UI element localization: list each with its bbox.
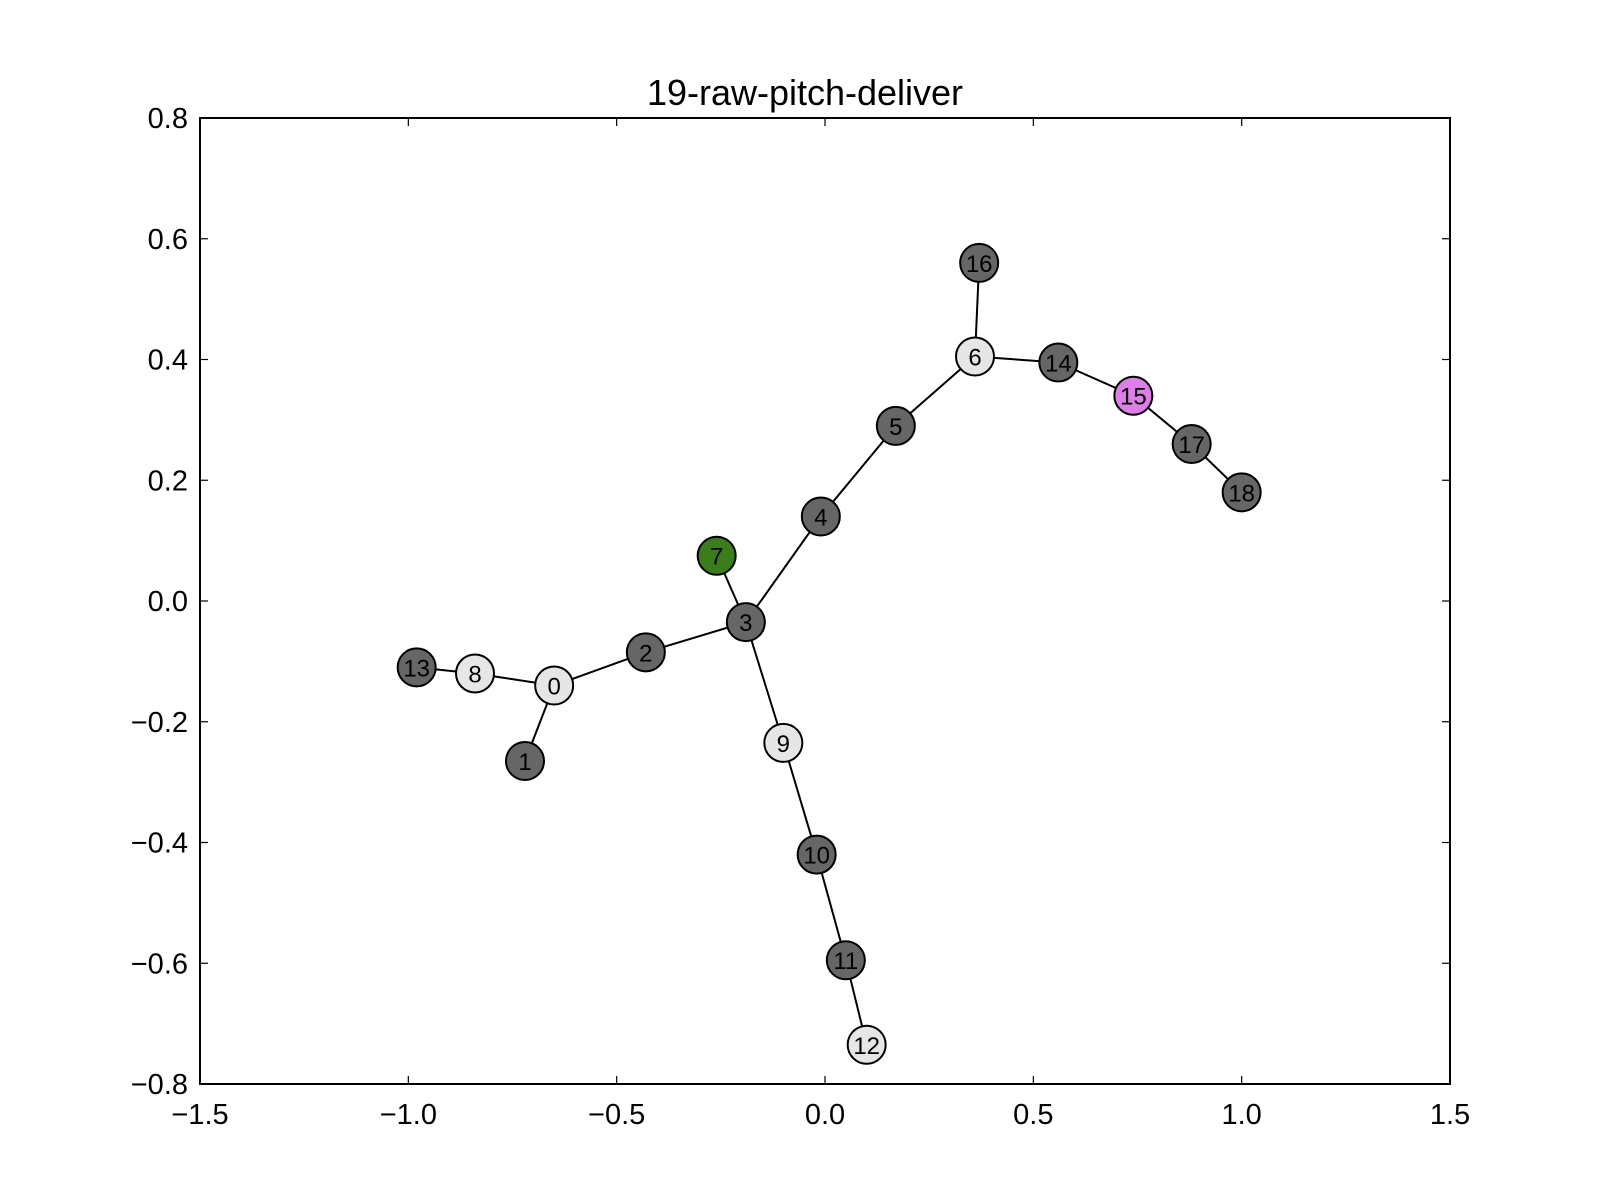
x-axis: −1.5 −1.0 −0.5 0.0 0.5 1.0 1.5 xyxy=(171,118,1470,1131)
node-6: 6 xyxy=(955,336,995,377)
node-15: 15 xyxy=(1113,375,1154,416)
edges-layer xyxy=(416,262,1243,1045)
node-circle xyxy=(396,647,437,688)
y-tick-label: 0.2 xyxy=(148,465,188,497)
node-label: 18 xyxy=(1228,480,1255,507)
x-tick-label: 1.0 xyxy=(1222,1099,1262,1131)
y-tick-label: 0.8 xyxy=(148,103,188,135)
node-2: 2 xyxy=(625,632,666,673)
node-label: 2 xyxy=(639,640,652,667)
node-circle xyxy=(455,653,495,694)
node-13: 13 xyxy=(396,647,437,688)
y-tick-label: −0.4 xyxy=(131,828,188,860)
y-tick-label: −0.6 xyxy=(131,948,188,980)
node-circle xyxy=(534,665,575,706)
node-label: 14 xyxy=(1045,351,1072,378)
node-0: 0 xyxy=(534,665,575,706)
node-8: 8 xyxy=(455,653,495,694)
node-circle xyxy=(959,242,1000,283)
node-12: 12 xyxy=(846,1024,887,1065)
plot-frame xyxy=(199,117,1451,1085)
node-label: 0 xyxy=(547,674,560,701)
node-circle xyxy=(955,336,995,377)
node-label: 12 xyxy=(853,1033,880,1060)
node-4: 4 xyxy=(800,496,841,537)
node-circle xyxy=(796,834,837,875)
node-1: 1 xyxy=(505,740,545,781)
node-circle xyxy=(505,740,545,781)
node-label: 10 xyxy=(803,843,830,870)
node-circle xyxy=(875,405,916,446)
node-circle xyxy=(625,632,666,673)
node-label: 7 xyxy=(710,544,723,571)
node-9: 9 xyxy=(763,722,804,763)
x-tick-label: −0.5 xyxy=(588,1099,645,1131)
node-label: 6 xyxy=(968,344,981,371)
node-11: 11 xyxy=(825,940,866,981)
x-tick-label: 1.5 xyxy=(1430,1099,1470,1131)
node-label: 3 xyxy=(739,610,752,637)
node-label: 9 xyxy=(777,731,790,758)
node-3: 3 xyxy=(725,602,766,643)
x-tick-label: 0.5 xyxy=(1013,1099,1053,1131)
chart-title: 19-raw-pitch-deliver xyxy=(647,72,963,113)
node-5: 5 xyxy=(875,405,916,446)
node-17: 17 xyxy=(1171,424,1212,465)
y-axis: −0.8 −0.6 −0.4 −0.2 0.0 0.2 0.4 0.6 0.8 xyxy=(131,103,1450,1101)
node-label: 1 xyxy=(518,749,531,776)
y-tick-label: −0.8 xyxy=(131,1069,188,1101)
node-label: 16 xyxy=(966,251,993,278)
node-14: 14 xyxy=(1038,342,1079,383)
node-label: 8 xyxy=(468,661,481,688)
x-tick-label: −1.0 xyxy=(380,1099,437,1131)
node-circle xyxy=(846,1024,887,1065)
node-circle xyxy=(1221,472,1262,513)
node-circle xyxy=(696,535,737,576)
node-18: 18 xyxy=(1221,472,1262,513)
node-label: 11 xyxy=(833,948,858,975)
y-tick-label: 0.4 xyxy=(148,345,188,377)
node-label: 15 xyxy=(1120,384,1147,411)
node-label: 17 xyxy=(1178,432,1205,459)
x-tick-label: 0.0 xyxy=(805,1099,845,1131)
node-label: 5 xyxy=(889,414,902,441)
node-circle xyxy=(1113,375,1154,416)
y-tick-label: −0.2 xyxy=(131,707,188,739)
node-label: 13 xyxy=(403,655,430,682)
node-circle xyxy=(1038,342,1079,383)
node-label: 4 xyxy=(814,504,827,531)
edge-3-4 xyxy=(745,515,822,623)
node-circle xyxy=(1171,424,1212,465)
node-circle xyxy=(725,602,766,643)
y-tick-label: 0.0 xyxy=(148,586,188,618)
node-circle xyxy=(800,496,841,537)
y-tick-label: 0.6 xyxy=(148,224,188,256)
node-7: 7 xyxy=(696,535,737,576)
node-circle xyxy=(763,722,804,763)
edge-3-9 xyxy=(744,621,785,744)
x-tick-label: −1.5 xyxy=(171,1099,228,1131)
node-10: 10 xyxy=(796,834,837,875)
node-circle xyxy=(825,940,866,981)
node-16: 16 xyxy=(959,242,1000,283)
